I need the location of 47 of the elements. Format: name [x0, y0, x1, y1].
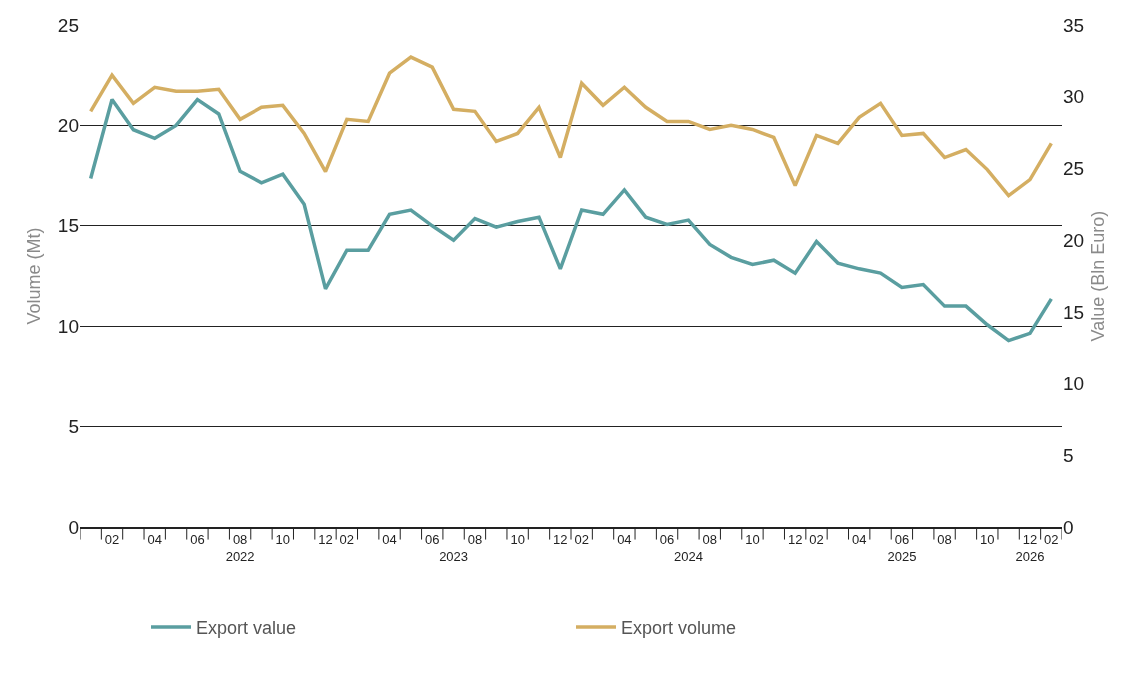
legend-label: Export value	[196, 618, 297, 639]
x-tick-label: 06	[190, 532, 205, 548]
x-tick-label: 12 2026	[1015, 532, 1045, 565]
y2-tick-label: 25	[1063, 158, 1085, 180]
y2-axis-title: Value (Bln Euro)	[1088, 210, 1109, 342]
x-tick-label: 10	[980, 532, 995, 548]
y2-tick-label: 35	[1063, 14, 1085, 36]
x-tick-label: 12	[553, 532, 568, 548]
x-tick-label: 10	[275, 532, 291, 548]
legend-label: Export volume	[621, 618, 737, 639]
x-tick-label: 02	[574, 532, 589, 548]
x-tick-label: 04	[382, 532, 397, 548]
y-axis-title: Volume (Mt)	[24, 227, 45, 325]
y2-tick-label: 30	[1063, 86, 1085, 108]
y2-tick-label: 15	[1063, 301, 1085, 323]
x-tick-label: 04	[147, 532, 162, 548]
y-tick-label: 15	[57, 215, 79, 237]
x-tick-label: 2024	[673, 549, 703, 565]
x-tick-label: 12	[318, 532, 333, 548]
y2-tick-label: 20	[1063, 229, 1085, 251]
y-tick-label: 0	[68, 516, 79, 538]
x-tick-label: 2023	[439, 549, 469, 565]
y-tick-label: 25	[57, 14, 79, 36]
x-tick-label: 06	[425, 532, 440, 548]
x-tick-label: 10	[745, 532, 760, 548]
x-tick-label: 08	[702, 532, 717, 548]
line-series	[88, 55, 1054, 198]
y-tick-label: 5	[68, 416, 79, 438]
x-tick-label: 12	[787, 532, 803, 548]
x-tick-label: 04	[617, 532, 632, 548]
y-tick-label: 20	[57, 115, 79, 137]
x-tick-label: 08	[467, 532, 483, 548]
x-tick-label: 06 2025	[887, 532, 917, 565]
y-tick-label: 10	[57, 315, 79, 337]
x-tick-label: 02	[1044, 532, 1059, 548]
x-tick-label: 08	[937, 532, 952, 548]
y2-tick-label: 0	[1063, 516, 1074, 538]
x-tick-label: 06	[659, 532, 675, 548]
x-tick-label: 02	[104, 532, 120, 548]
x-tick-label: 10	[510, 532, 525, 548]
x-tick-label: 08 2022	[225, 532, 255, 565]
y2-tick-label: 5	[1063, 444, 1074, 466]
line-series	[88, 97, 1054, 343]
x-tick-label: 04	[851, 532, 867, 548]
y2-tick-label: 10	[1063, 373, 1085, 395]
x-tick-label: 02	[809, 532, 824, 548]
x-tick-label: 02	[339, 532, 355, 548]
